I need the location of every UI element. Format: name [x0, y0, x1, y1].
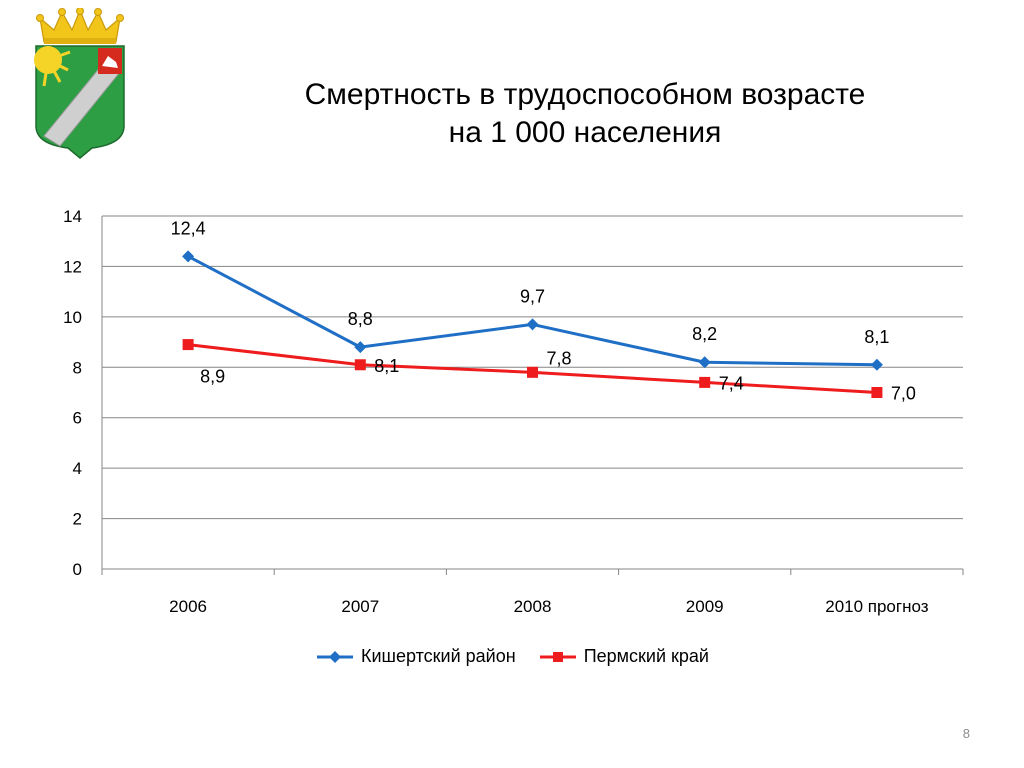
series-2-point — [182, 339, 194, 351]
series-1-data-label: 8,1 — [864, 327, 889, 347]
page-number: 8 — [962, 726, 970, 741]
x-tick-label: 2010 прогноз — [825, 597, 929, 616]
y-tick-label: 14 — [63, 207, 82, 226]
slide-title: Смертность в трудоспособном возрасте на … — [250, 76, 920, 152]
x-tick-label: 2008 — [514, 597, 552, 616]
series-1-data-label: 8,8 — [348, 309, 373, 329]
x-tick-label: 2006 — [169, 597, 207, 616]
y-tick-label: 10 — [63, 308, 82, 327]
legend-item-series-1: Кишертский район — [315, 646, 516, 667]
series-1-point — [182, 250, 195, 263]
legend-label-series-1: Кишертский район — [361, 646, 516, 666]
legend-label-series-2: Пермский край — [583, 646, 709, 666]
legend-diamond-icon — [317, 650, 354, 663]
title-line-2: на 1 000 населения — [448, 116, 722, 149]
legend-square-icon — [539, 651, 576, 662]
grid-lines — [102, 215, 963, 520]
y-tick-label: 8 — [73, 358, 82, 377]
series-1-data-label: 9,7 — [520, 286, 545, 306]
x-tick-label: 2009 — [686, 597, 724, 616]
y-tick-label: 0 — [73, 560, 82, 579]
series-1-point — [526, 318, 539, 331]
series-2-data-label: 7,0 — [891, 384, 916, 404]
shield-icon — [34, 45, 125, 159]
title-line-1: Смертность в трудоспособном возрасте — [304, 78, 866, 111]
series-1-point — [870, 358, 883, 371]
series-2-data-label: 7,8 — [547, 348, 572, 368]
series-2-point — [871, 387, 883, 398]
series-line-1 — [187, 255, 877, 367]
series-2-data-label: 8,1 — [374, 356, 399, 376]
axes: 0 2 4 6 8 10 12 14 2006 2007 2008 2009 2010 прогноз — [63, 207, 964, 616]
series-2-data-label: 7,4 — [719, 373, 744, 393]
y-tick-label: 4 — [73, 459, 82, 478]
series-1-data-label: 12,4 — [171, 218, 206, 238]
series-2-data-label: 8,9 — [200, 367, 225, 387]
series-2-point — [354, 359, 366, 371]
coat-of-arms-logo — [30, 7, 130, 160]
data-labels: 12,4 8,8 9,7 8,2 8,1 8,9 8,1 7,8 7,4 7,0 — [171, 218, 916, 403]
series-1-data-label: 8,2 — [692, 324, 717, 344]
series-1-point — [354, 341, 367, 354]
series-2-point — [699, 376, 711, 388]
series-lines — [182, 250, 883, 398]
legend-item-series-2: Пермский край — [538, 646, 709, 667]
x-tick-label: 2007 — [341, 597, 379, 616]
y-tick-label: 12 — [63, 257, 82, 276]
y-tick-label: 6 — [73, 409, 82, 428]
series-1-point — [698, 356, 711, 369]
crown-icon — [36, 7, 124, 44]
chart-legend: Кишертский район Пермский край — [0, 646, 1024, 667]
series-2-point — [527, 366, 538, 378]
y-tick-label: 2 — [73, 510, 82, 529]
